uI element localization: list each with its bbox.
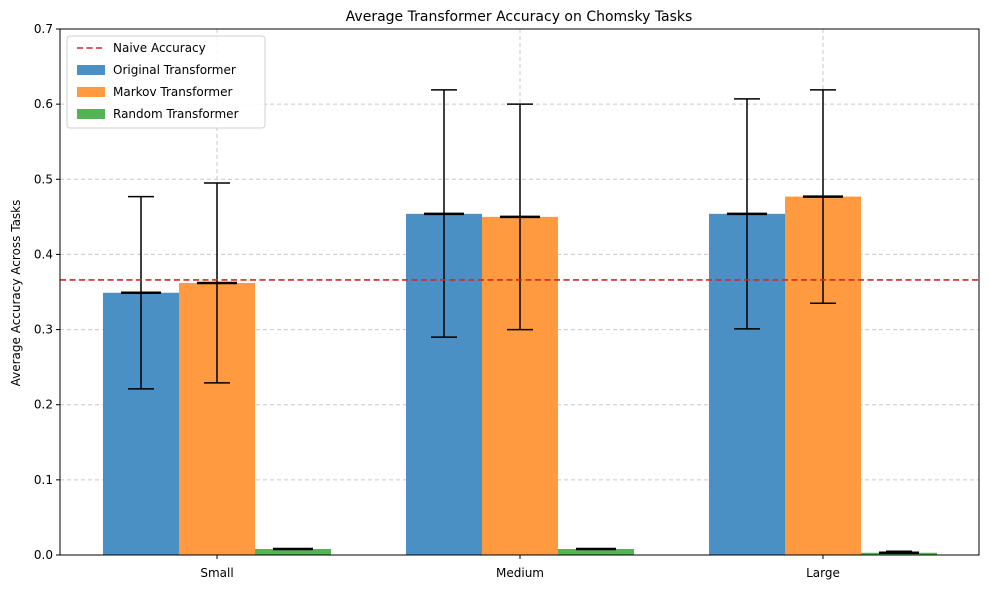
legend-label: Naive Accuracy — [113, 41, 206, 55]
legend-swatch — [77, 87, 105, 97]
y-axis-label: Average Accuracy Across Tasks — [9, 200, 23, 387]
legend-swatch — [77, 65, 105, 75]
x-axis: Small Medium Large — [200, 555, 840, 580]
error-bars — [121, 89, 919, 554]
y-axis: 0.0 0.1 0.2 0.3 0.4 0.5 0.6 0.7 — [34, 22, 60, 562]
y-tick-label: 0.7 — [34, 22, 53, 36]
x-tick-label: Large — [806, 566, 840, 580]
legend-label: Random Transformer — [113, 107, 239, 121]
y-tick-label: 0.6 — [34, 97, 53, 111]
x-tick-label: Medium — [496, 566, 544, 580]
legend-label: Original Transformer — [113, 63, 236, 77]
chart-title: Average Transformer Accuracy on Chomsky … — [346, 9, 693, 25]
legend-box — [66, 35, 266, 129]
y-tick-label: 0.4 — [34, 247, 53, 261]
y-tick-label: 0.1 — [34, 473, 53, 487]
y-tick-label: 0.0 — [34, 548, 53, 562]
bar — [558, 548, 634, 555]
bar — [255, 548, 331, 555]
y-tick-label: 0.3 — [34, 323, 53, 337]
y-tick-label: 0.5 — [34, 172, 53, 186]
y-tick-label: 0.2 — [34, 398, 53, 412]
legend: Naive Accuracy Original Transformer Markov… — [66, 35, 266, 129]
legend-label: Markov Transformer — [113, 85, 232, 99]
x-tick-label: Small — [200, 566, 233, 580]
legend-swatch — [77, 109, 105, 119]
